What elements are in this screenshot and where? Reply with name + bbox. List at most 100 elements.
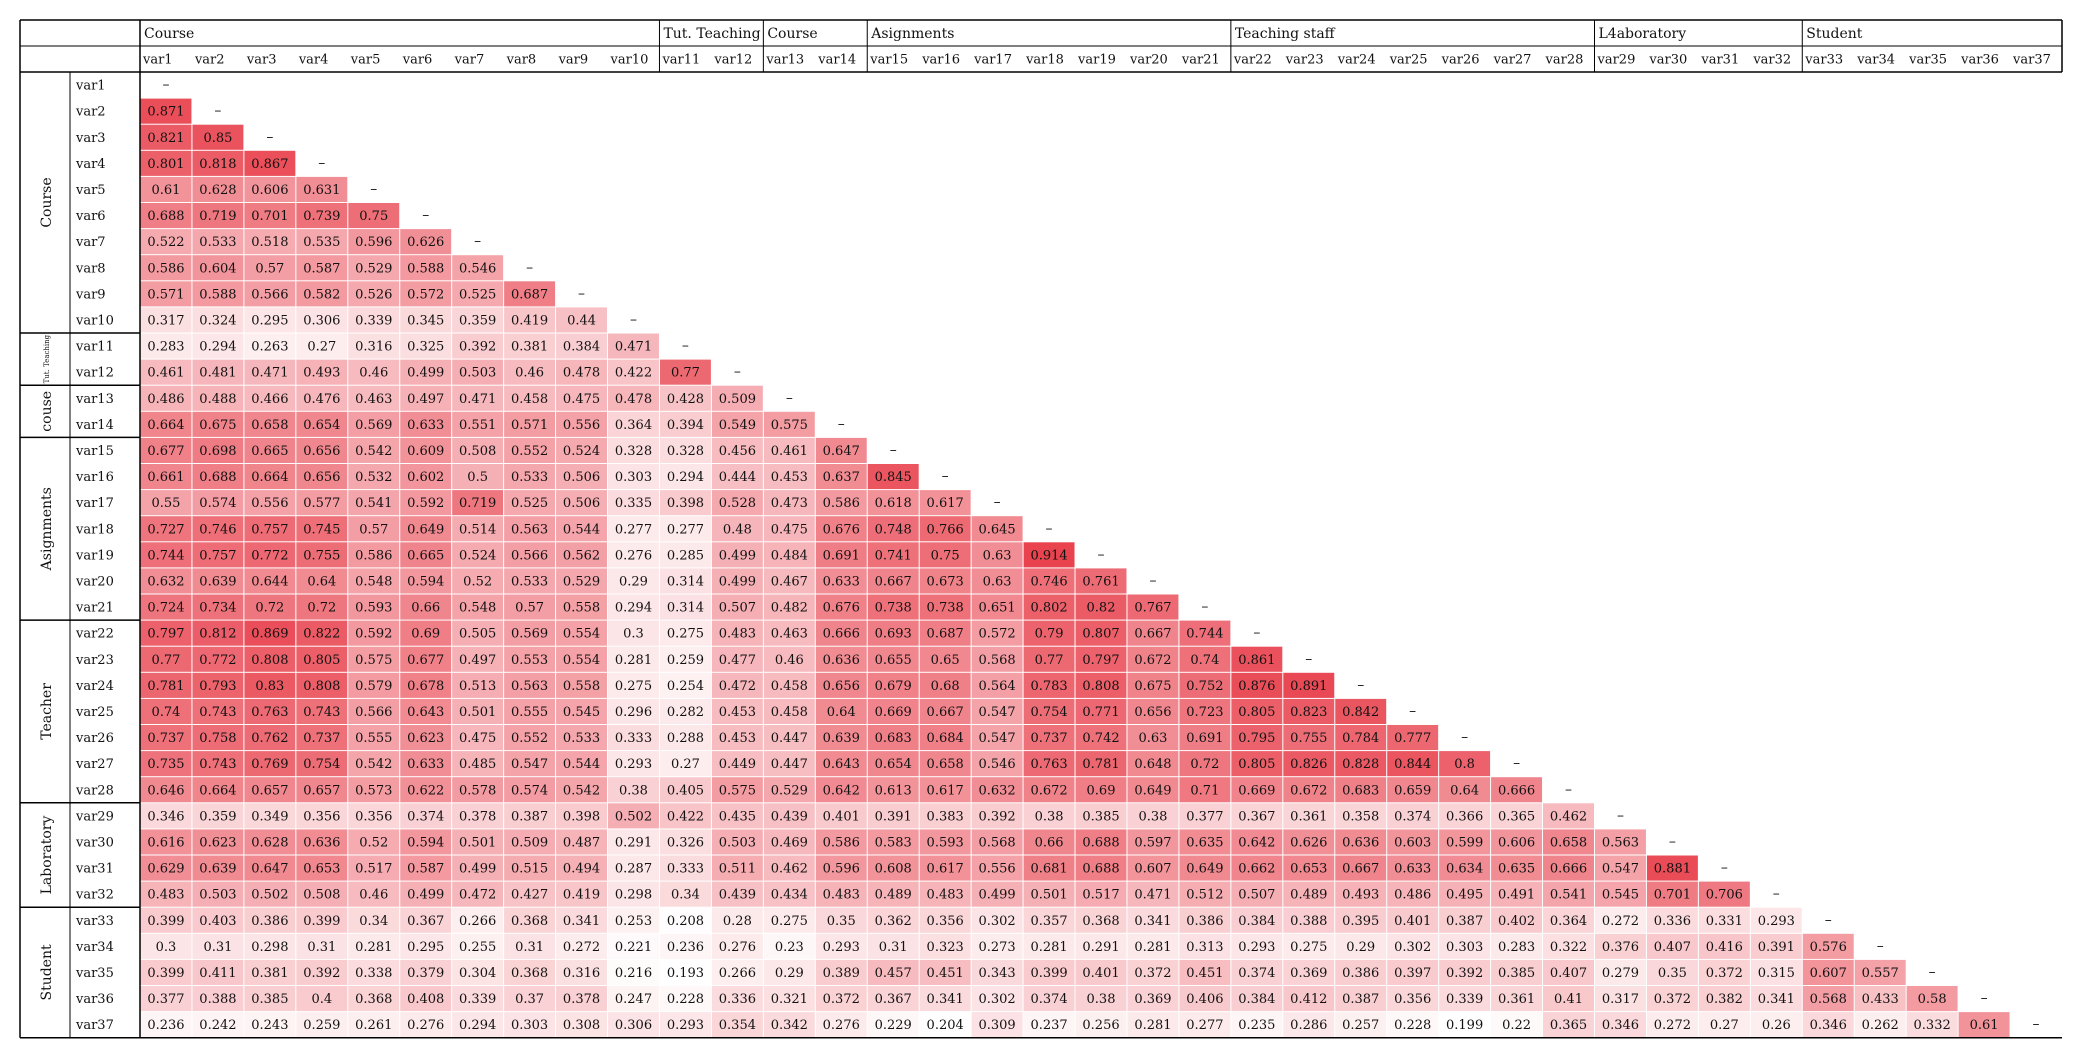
heatmap-cell <box>400 359 452 385</box>
cell-value: 0.295 <box>407 940 444 955</box>
cell-value: 0.338 <box>355 966 392 981</box>
cell-value: 0.781 <box>147 679 184 694</box>
heatmap-cell <box>400 829 452 855</box>
cell-value: 0.273 <box>978 940 1015 955</box>
heatmap-cell <box>1231 959 1283 985</box>
cell-value: 0.575 <box>771 418 808 433</box>
heatmap-cell <box>1023 777 1075 803</box>
cell-value: 0.367 <box>1238 809 1275 824</box>
row-label: var13 <box>75 392 114 407</box>
cell-value: 0.374 <box>1238 966 1275 981</box>
heatmap-cell <box>192 333 244 359</box>
cell-value: 0.48 <box>723 522 752 537</box>
diagonal-dash: – <box>994 495 1001 511</box>
cell-value: 0.298 <box>251 940 288 955</box>
heatmap-cell <box>556 907 608 933</box>
cell-value: 0.532 <box>355 470 392 485</box>
diagonal-dash: – <box>266 129 273 145</box>
heatmap-cell <box>140 672 192 698</box>
heatmap-cell <box>763 803 815 829</box>
cell-value: 0.547 <box>511 757 548 772</box>
heatmap-cell <box>1023 568 1075 594</box>
cell-value: 0.372 <box>823 992 860 1007</box>
cell-value: 0.379 <box>407 966 444 981</box>
cell-value: 0.383 <box>927 809 964 824</box>
cell-value: 0.763 <box>1030 757 1067 772</box>
heatmap-cell <box>659 437 711 463</box>
cell-value: 0.499 <box>407 366 444 381</box>
heatmap-cell <box>659 751 711 777</box>
cell-value: 0.687 <box>511 287 548 302</box>
cell-value: 0.805 <box>1238 705 1275 720</box>
heatmap-cell <box>140 490 192 516</box>
cell-value: 0.328 <box>615 444 652 459</box>
heatmap-cell <box>556 333 608 359</box>
cell-value: 0.823 <box>1290 705 1327 720</box>
heatmap-cell <box>504 959 556 985</box>
cell-value: 0.632 <box>978 783 1015 798</box>
cell-value: 0.275 <box>615 679 652 694</box>
heatmap-cell <box>192 281 244 307</box>
cell-value: 0.571 <box>147 287 184 302</box>
heatmap-cell <box>1283 725 1335 751</box>
cell-value: 0.588 <box>407 261 444 276</box>
cell-value: 0.646 <box>147 783 184 798</box>
heatmap-cell <box>1335 829 1387 855</box>
cell-value: 0.673 <box>927 574 964 589</box>
heatmap-cell <box>1231 855 1283 881</box>
cell-value: 0.58 <box>1918 992 1947 1007</box>
heatmap-cell <box>1075 751 1127 777</box>
cell-value: 0.326 <box>667 835 704 850</box>
cell-value: 0.27 <box>1710 1018 1739 1033</box>
row-label: var27 <box>75 757 114 772</box>
cell-value: 0.23 <box>775 940 804 955</box>
cell-value: 0.193 <box>667 966 704 981</box>
cell-value: 0.514 <box>459 522 496 537</box>
cell-value: 0.451 <box>1186 966 1223 981</box>
cell-value: 0.495 <box>1446 888 1483 903</box>
cell-value: 0.324 <box>199 313 236 328</box>
cell-value: 0.633 <box>407 418 444 433</box>
cell-value: 0.392 <box>978 809 1015 824</box>
heatmap-cell <box>919 751 971 777</box>
heatmap-cell <box>452 255 504 281</box>
cell-value: 0.662 <box>1238 862 1275 877</box>
cell-value: 0.392 <box>1446 966 1483 981</box>
heatmap-cell <box>1231 933 1283 959</box>
heatmap-cell <box>192 1012 244 1038</box>
heatmap-cell <box>867 986 919 1012</box>
cell-value: 0.626 <box>407 235 444 250</box>
cell-value: 0.547 <box>1602 862 1639 877</box>
heatmap-cell <box>711 986 763 1012</box>
heatmap-cell <box>1439 959 1491 985</box>
heatmap-cell <box>192 933 244 959</box>
heatmap-cell <box>1075 777 1127 803</box>
heatmap-cell <box>140 124 192 150</box>
cell-value: 0.294 <box>199 340 236 355</box>
heatmap-cell <box>1802 986 1854 1012</box>
cell-value: 0.392 <box>459 340 496 355</box>
heatmap-cell <box>348 594 400 620</box>
heatmap-cell <box>1491 881 1543 907</box>
cell-value: 0.287 <box>615 862 652 877</box>
cell-value: 0.422 <box>667 809 704 824</box>
diagonal-dash: – <box>1149 573 1156 589</box>
cell-value: 0.643 <box>407 705 444 720</box>
heatmap-cell <box>815 516 867 542</box>
heatmap-cell <box>659 803 711 829</box>
cell-value: 0.483 <box>719 627 756 642</box>
heatmap-cell <box>1594 1012 1646 1038</box>
heatmap-cell <box>1283 881 1335 907</box>
heatmap-cell <box>1231 777 1283 803</box>
column-label: var17 <box>973 53 1012 68</box>
cell-value: 0.586 <box>355 548 392 563</box>
cell-value: 0.795 <box>1238 731 1275 746</box>
heatmap-cell <box>400 307 452 333</box>
heatmap-cell <box>608 933 659 959</box>
cell-value: 0.777 <box>1394 731 1431 746</box>
heatmap-cell <box>1179 986 1231 1012</box>
cell-value: 0.473 <box>771 496 808 511</box>
heatmap-cell <box>1543 855 1594 881</box>
heatmap-cell <box>1075 620 1127 646</box>
cell-value: 0.378 <box>563 992 600 1007</box>
